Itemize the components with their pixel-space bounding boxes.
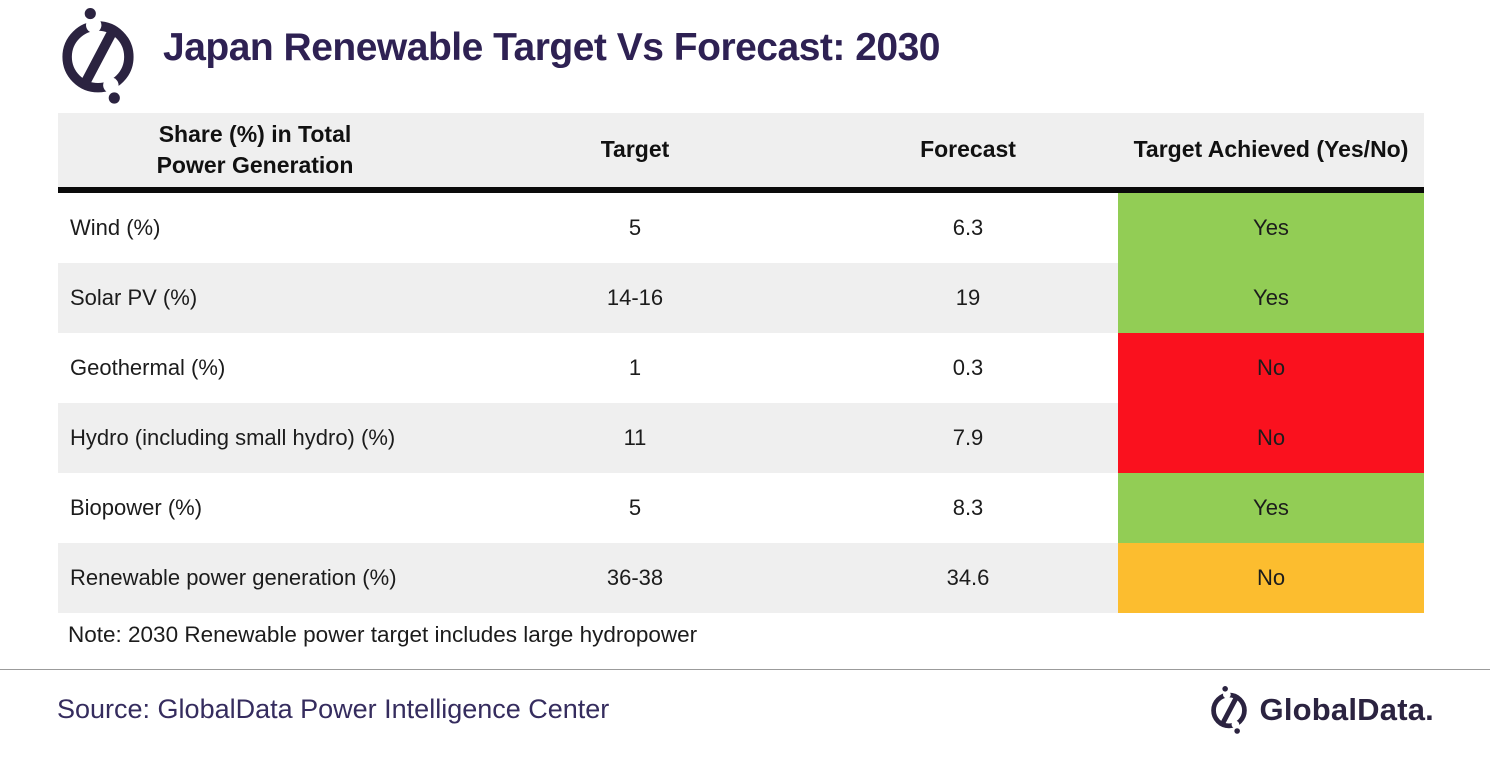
brand-wordmark: GlobalData. xyxy=(1259,692,1434,727)
column-header-category-line1: Share (%) in Total xyxy=(158,120,352,147)
column-header-achieved: Target Achieved (Yes/No) xyxy=(1133,136,1409,163)
globaldata-logo-icon xyxy=(62,8,134,104)
row-category: Solar PV (%) xyxy=(58,263,452,333)
row-achieved-badge: Yes xyxy=(1118,473,1424,543)
row-target-value: 11 xyxy=(452,403,818,473)
row-forecast-value: 34.6 xyxy=(818,543,1118,613)
footer-divider xyxy=(0,669,1490,670)
row-achieved-badge: No xyxy=(1118,333,1424,403)
row-target-value: 14-16 xyxy=(452,263,818,333)
globaldata-logo-icon xyxy=(1210,686,1247,734)
row-achieved-badge: Yes xyxy=(1118,193,1424,263)
row-target-value: 1 xyxy=(628,355,642,380)
row-category: Hydro (including small hydro) (%) xyxy=(58,403,452,473)
row-forecast-value: 0.3 xyxy=(952,355,984,380)
table-row: Solar PV (%) 14-16 19 Yes xyxy=(58,263,1424,333)
renewables-table: Share (%) in Total Power Generation Targ… xyxy=(58,113,1424,613)
row-category: Wind (%) xyxy=(70,215,161,240)
table-note: Note: 2030 Renewable power target includ… xyxy=(68,622,698,647)
source-text: Source: GlobalData Power Intelligence Ce… xyxy=(57,694,610,724)
footer-brand: GlobalData. xyxy=(1207,686,1434,734)
row-category: Renewable power generation (%) xyxy=(58,543,452,613)
column-header-category: Share (%) in Total Power Generation xyxy=(58,119,452,181)
row-forecast-value: 7.9 xyxy=(818,403,1118,473)
column-header-target: Target xyxy=(600,136,670,163)
page-title: Japan Renewable Target Vs Forecast: 2030 xyxy=(163,26,940,69)
table-header-row: Share (%) in Total Power Generation Targ… xyxy=(58,113,1424,193)
column-header-forecast: Forecast xyxy=(920,136,1016,163)
table-row: Wind (%) 5 6.3 Yes xyxy=(58,193,1424,263)
column-header-category-line2: Power Generation xyxy=(156,152,354,178)
table-body: Wind (%) 5 6.3 Yes Solar PV (%) 14-16 19 Yes Geo… xyxy=(58,193,1424,613)
row-forecast-value: 8.3 xyxy=(952,495,984,520)
row-achieved-badge: Yes xyxy=(1118,263,1424,333)
row-target-value: 36-38 xyxy=(452,543,818,613)
row-target-value: 5 xyxy=(628,215,642,240)
row-forecast-value: 6.3 xyxy=(952,215,984,240)
table-row: Biopower (%) 5 8.3 Yes xyxy=(58,473,1424,543)
row-forecast-value: 19 xyxy=(818,263,1118,333)
row-achieved-badge: No xyxy=(1118,403,1424,473)
table-row: Geothermal (%) 1 0.3 No xyxy=(58,333,1424,403)
row-achieved-badge: No xyxy=(1118,543,1424,613)
row-category: Biopower (%) xyxy=(70,495,203,520)
table-row: Hydro (including small hydro) (%) 11 7.9 No xyxy=(58,403,1424,473)
row-category: Geothermal (%) xyxy=(70,355,226,380)
row-target-value: 5 xyxy=(628,495,642,520)
table-row: Renewable power generation (%) 36-38 34.6 N… xyxy=(58,543,1424,613)
